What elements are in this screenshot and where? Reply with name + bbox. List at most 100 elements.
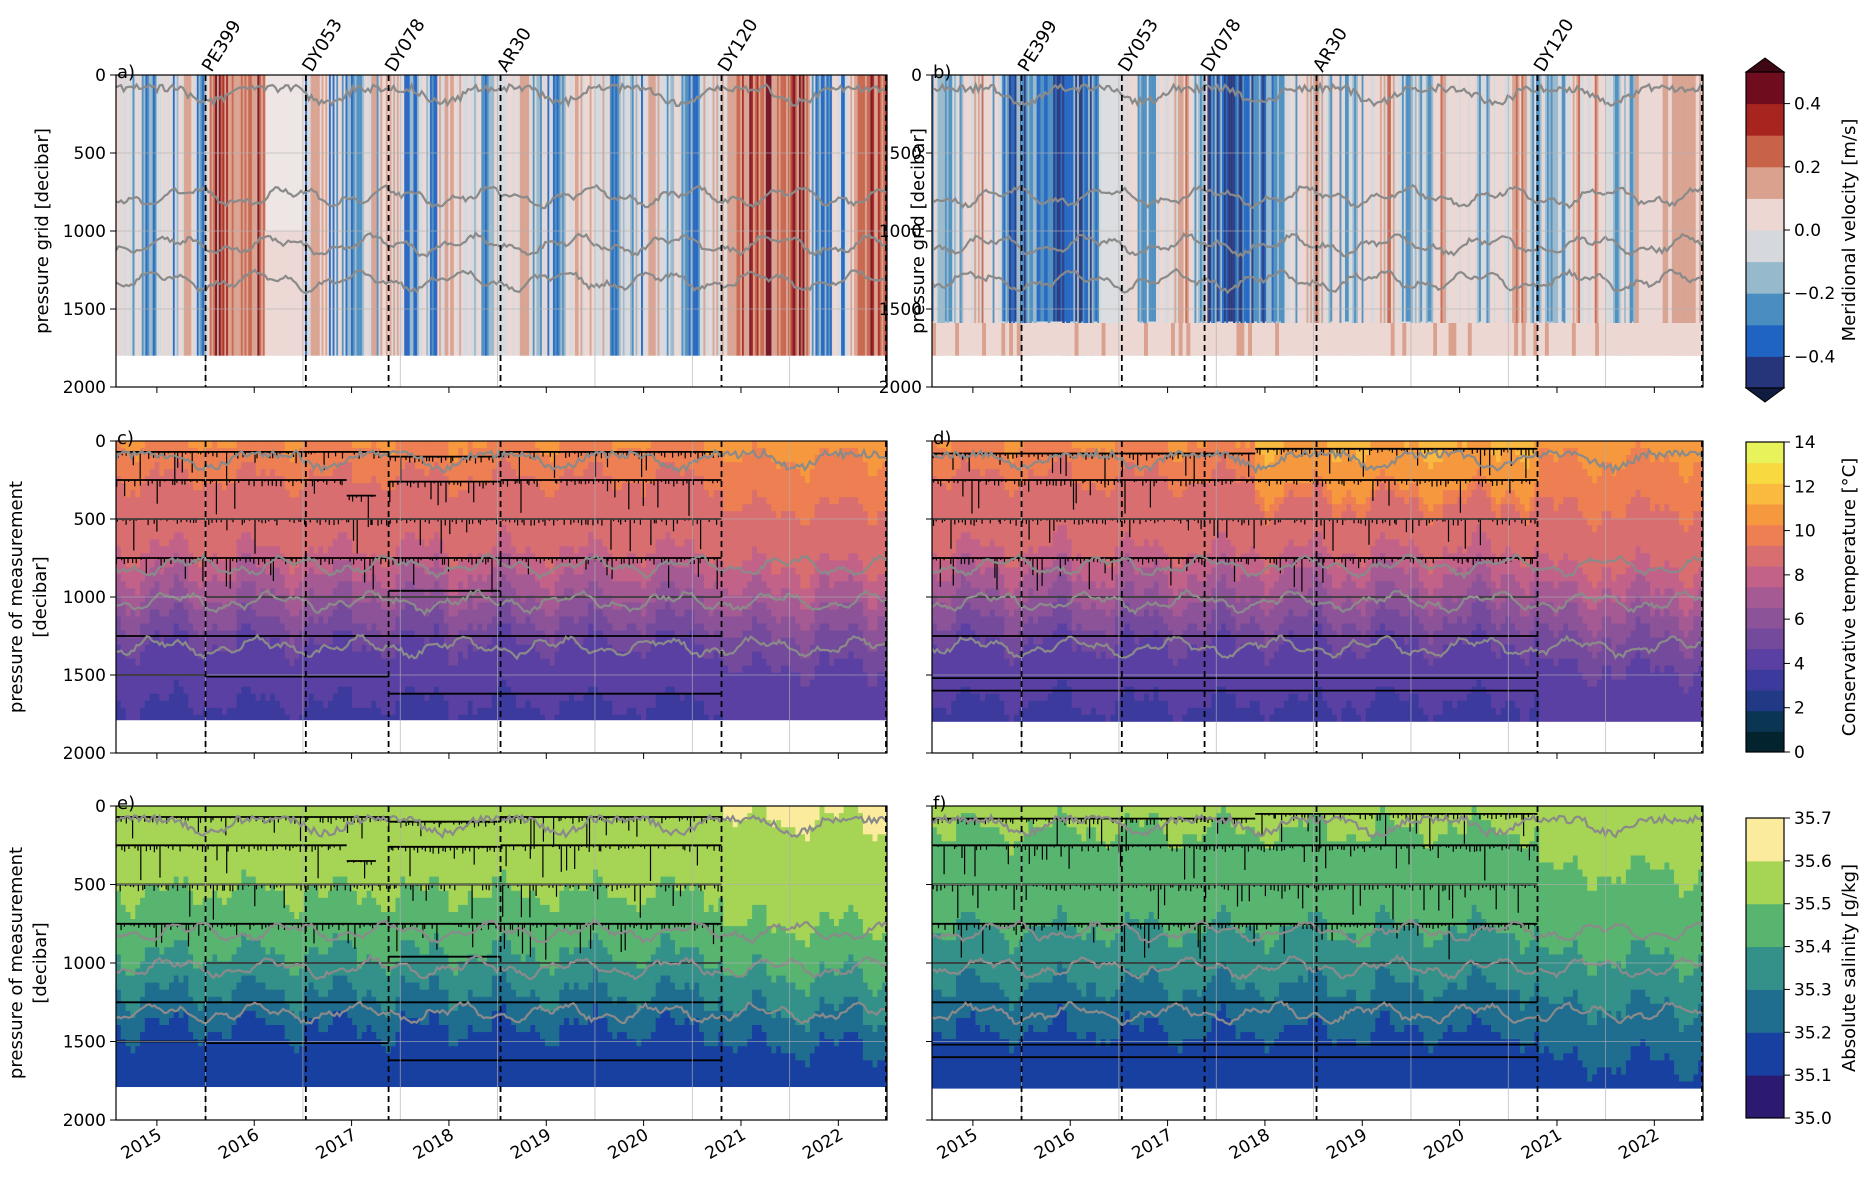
x-tick-label: 2019 [507,1125,554,1164]
panel-label: b) [933,62,951,83]
colorbar-tick-label: 14 [1794,433,1816,453]
colorbar-tick-label: 35.3 [1794,980,1832,1000]
colorbar-extend-bottom [1744,387,1786,403]
y-tick-label: 1000 [63,222,106,242]
y-tick-label: 0 [911,66,922,86]
x-tick-label: 2018 [1226,1125,1273,1164]
y-tick-label: 1500 [879,300,922,320]
colorbar-swatch [1746,483,1784,505]
y-tick-label: 0 [95,432,106,452]
y-tick-label: 2000 [63,1111,106,1131]
x-tick-label: 2020 [605,1125,652,1164]
colorbar-swatch [1746,710,1784,732]
colorbar-swatch [1746,946,1784,990]
x-tick-label: 2021 [702,1125,749,1164]
panel-b: 0 500 1000 1500 2000 b) pressure grid [decibar… [879,15,1704,398]
colorbar-swatch [1746,566,1784,588]
colorbar-swatch [1746,504,1784,526]
gridlines-a [116,75,888,387]
panel-label: e) [117,793,135,814]
colorbar-swatch [1746,690,1784,712]
colorbar-tick-label: 35.0 [1794,1109,1832,1129]
cruise-label: DY053 [1114,15,1163,76]
y-tick-label: 500 [74,510,106,530]
y-tick-label: 500 [74,144,106,164]
colorbar-swatch [1746,324,1784,357]
colorbar-tick-label: 35.4 [1794,938,1832,958]
colorbar-tick-label: 35.2 [1794,1023,1832,1043]
y-tick-label: 2000 [63,744,106,764]
colorbar-swatch [1746,731,1784,753]
cruise-label: DY120 [1530,15,1579,76]
y-axis-label: pressure of measurement [decibar] [6,847,51,1079]
panels: 0 500 1000 1500 2000 a) pressure grid [decibar… [6,15,1704,1164]
x-tick-label: 2016 [1031,1125,1078,1164]
colorbar-swatch [1746,72,1784,105]
panel-f: f) 2015 2016 2017 2018 2019 2020 2021 2022 [926,793,1704,1164]
y-axis-label: pressure grid [decibar] [908,128,929,334]
field-a [116,75,887,387]
colorbar-swatch [1746,356,1784,389]
colorbar-tick-label: 8 [1794,566,1805,586]
panel-label: a) [117,62,135,83]
colorbar-swatch [1746,989,1784,1033]
colorbar-tick-label: 0.4 [1794,95,1821,115]
x-tick-label: 2017 [313,1125,360,1164]
panel-a: 0 500 1000 1500 2000 a) pressure grid [decibar… [32,15,888,398]
colorbar-swatch [1746,103,1784,136]
field-c [116,441,887,753]
colorbar-swatch [1746,198,1784,231]
cruise-label: AR30 [493,24,536,76]
colorbar-tick-label: 35.7 [1794,809,1832,829]
y-tick-label: 1000 [63,954,106,974]
colorbar-tick-label: 35.6 [1794,852,1832,872]
cruise-label: DY053 [298,15,347,76]
colorbar-swatch [1746,135,1784,168]
colorbar-swatch [1746,1032,1784,1076]
y-tick-label: 1500 [63,300,106,320]
colorbar-swatch [1746,903,1784,948]
x-tick-label: 2019 [1323,1125,1370,1164]
cruise-label: DY078 [1197,15,1246,76]
x-tick-label: 2020 [1421,1125,1468,1164]
panel-e: 0 500 1000 1500 2000 e) pressure of measuremen… [6,793,888,1164]
colorbar-tick-label: 35.5 [1794,895,1832,915]
cruise-label: DY078 [381,15,430,76]
colorbar-extend-top [1744,57,1786,73]
colorbar-swatch [1746,860,1784,905]
panel-label: c) [117,428,134,449]
y-axis-label: pressure of measurement [decibar] [6,481,51,713]
colorbar-swatch [1746,648,1784,670]
colorbar-tick-label: 2 [1794,699,1805,719]
y-tick-label: 2000 [63,378,106,398]
colorbar-tick-label: 6 [1794,610,1805,630]
y-tick-label: 1000 [63,588,106,608]
colorbar-swatch [1746,545,1784,567]
colorbar-swatch [1746,586,1784,608]
x-tick-label: 2022 [1615,1125,1662,1164]
colorbar-swatch [1746,818,1784,862]
colorbar-swatch [1746,166,1784,199]
colorbar-tick-label: 35.1 [1794,1066,1832,1086]
cruise-label: AR30 [1309,24,1352,76]
colorbar-tick-label: 4 [1794,654,1805,674]
x-tick-label: 2021 [1518,1125,1565,1164]
colorbar-swatch [1746,261,1784,294]
colorbar-swatch [1746,442,1784,464]
panel-c: 0 500 1000 1500 2000 c) pressure of measuremen… [6,428,888,764]
colorbar-tick-label: 0 [1794,743,1805,763]
colorbar-swatch [1746,1075,1784,1119]
x-tick-label: 2015 [118,1125,165,1164]
cruise-label: DY120 [714,15,763,76]
x-tick-label: 2017 [1129,1125,1176,1164]
x-tick-label: 2015 [934,1125,981,1164]
y-tick-label: 0 [95,797,106,817]
colorbar-swatch [1746,524,1784,546]
gridlines-e [116,806,888,1120]
colorbar-temperature: 14 12 10 8 6 4 2 0 Conservative temperature [°C] [1745,433,1860,763]
y-tick-label: 500 [890,144,922,164]
colorbar-tick-label: 12 [1794,477,1816,497]
